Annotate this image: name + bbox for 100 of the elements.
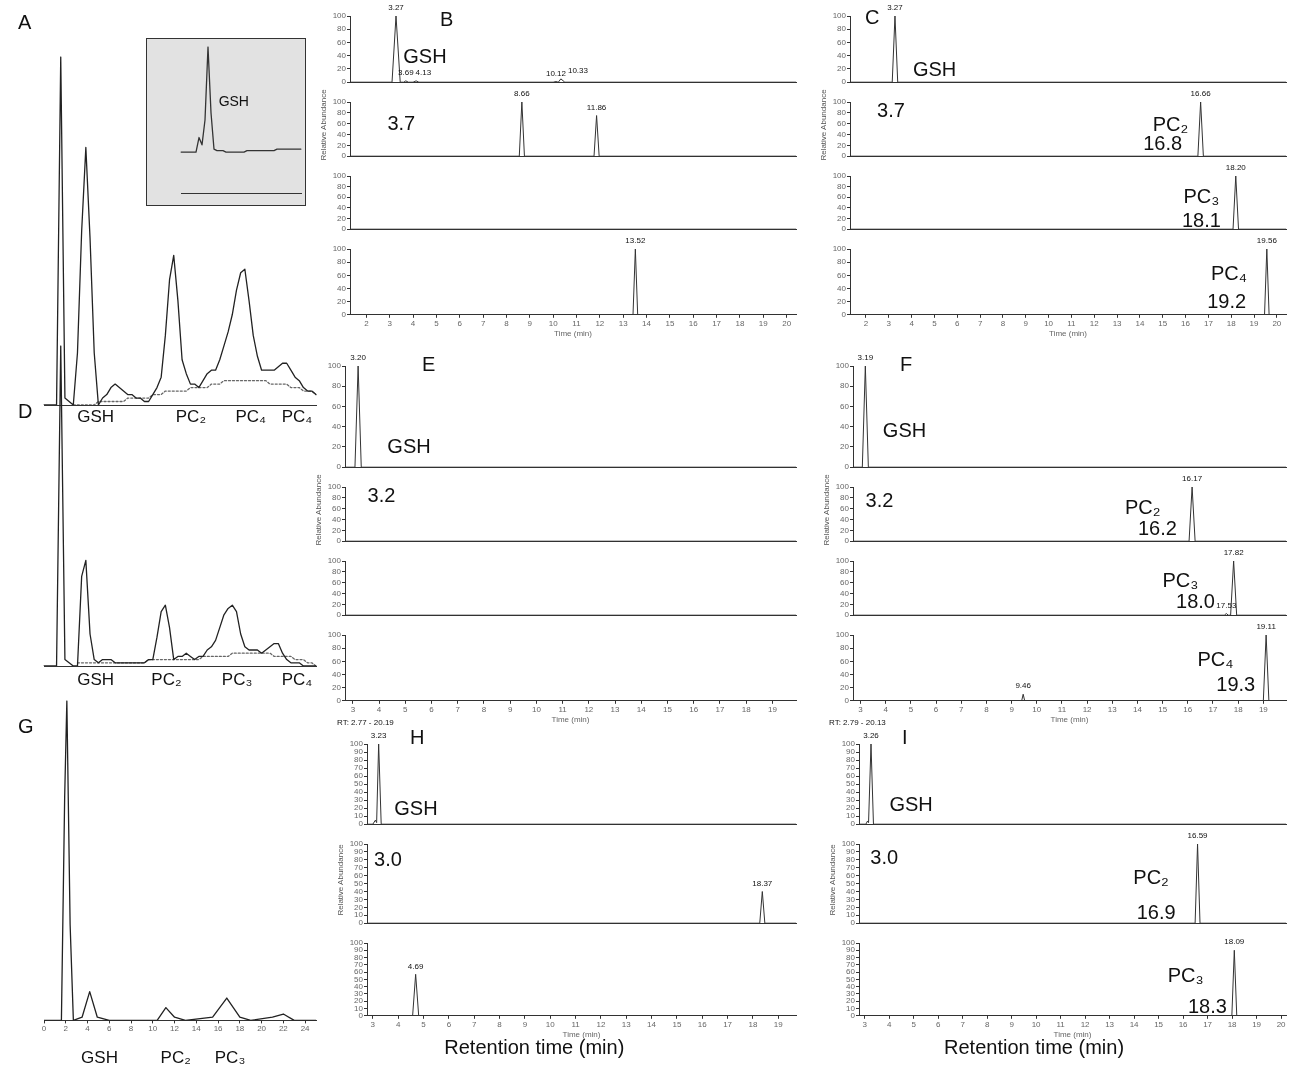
annotation: PC₂ xyxy=(1124,495,1161,518)
y-tick-label: 20 xyxy=(846,996,856,1006)
y-tick-label: 10 xyxy=(846,811,856,821)
annotation: 10.12 xyxy=(545,68,567,78)
y-tick-label: 40 xyxy=(837,50,847,60)
x-tick-label: 14 xyxy=(1135,318,1145,328)
text: PC₂ xyxy=(160,1048,191,1068)
y-tick-label: 100 xyxy=(832,171,847,181)
chart-subtitle: RT: 2.79 - 20.13 xyxy=(829,718,887,728)
x-tick-label: 22 xyxy=(278,1024,289,1034)
y-tick-label: 40 xyxy=(337,50,347,60)
y-tick-label: 100 xyxy=(327,556,342,566)
y-tick-label: 60 xyxy=(837,118,847,128)
y-tick-label: 60 xyxy=(846,870,856,880)
x-tick-label: 10 xyxy=(548,318,559,328)
x-tick-label: 9 xyxy=(1009,1019,1015,1029)
y-tick-label: 0 xyxy=(341,310,347,319)
annotation: GSH xyxy=(889,793,933,816)
y-tick-label: 80 xyxy=(846,855,856,865)
x-tick-label: 17 xyxy=(723,1019,733,1029)
y-tick-label: 10 xyxy=(354,910,364,920)
y-tick-label: 20 xyxy=(332,599,342,609)
x-tick-label: 15 xyxy=(665,318,675,328)
x-tick-label: 16 xyxy=(689,704,699,714)
annotation: 3.19 xyxy=(857,353,874,363)
y-tick-label: 40 xyxy=(354,787,364,797)
x-tick-label: 2 xyxy=(63,1024,69,1034)
y-tick-label: 100 xyxy=(349,839,364,849)
x-tick-label: 9 xyxy=(522,1019,528,1029)
x-tick-label: 11 xyxy=(1057,704,1067,714)
annotation: 10.33 xyxy=(567,66,589,76)
x-tick-label: 4 xyxy=(886,1019,892,1029)
y-tick-label: 70 xyxy=(846,960,856,970)
y-tick-label: 60 xyxy=(337,118,347,128)
annotation: 4.69 xyxy=(407,961,424,971)
x-tick-label: 18 xyxy=(741,704,752,714)
annotation: PC₄ xyxy=(1197,648,1234,671)
y-tick-label: 80 xyxy=(354,952,364,962)
y-tick-label: 20 xyxy=(837,140,847,150)
y-tick-label: 0 xyxy=(336,462,342,472)
annotation: PC₃ xyxy=(1183,185,1220,208)
annotation: PC₂ xyxy=(1152,112,1189,135)
y-tick-label: 20 xyxy=(846,803,856,813)
chart-title: E xyxy=(422,352,436,375)
y-tick-label: 100 xyxy=(835,630,850,640)
x-tick-label: 9 xyxy=(527,318,533,328)
y-tick-label: 0 xyxy=(841,224,847,234)
x-tick-label: 14 xyxy=(636,704,647,714)
annotation: GSH xyxy=(882,419,927,442)
y-tick-label: 40 xyxy=(837,283,847,293)
x-tick-label: 17 xyxy=(1208,704,1218,714)
y-tick-label: 0 xyxy=(844,696,850,705)
x-tick-label: 6 xyxy=(955,318,961,328)
annotation: 17.53 xyxy=(1216,600,1237,610)
x-tick-label: 7 xyxy=(480,318,486,328)
x-tick-label: 17 xyxy=(1203,318,1214,328)
x-tick-label: 8 xyxy=(128,1024,134,1034)
annotation: 18.1 xyxy=(1181,208,1221,231)
y-tick-label: 100 xyxy=(349,739,364,749)
annotation: 19.2 xyxy=(1207,290,1247,313)
y-tick-label: 40 xyxy=(837,203,847,213)
y-tick-label: 20 xyxy=(332,525,342,535)
y-tick-label: 80 xyxy=(354,855,364,865)
y-tick-label: 40 xyxy=(840,514,850,524)
y-tick-label: 100 xyxy=(327,482,342,492)
x-tick-label: 12 xyxy=(170,1024,180,1034)
x-tick-label: 16 xyxy=(213,1024,224,1034)
y-tick-label: 90 xyxy=(354,747,364,757)
annotation: 18.20 xyxy=(1225,163,1247,173)
y-axis-title: Relative Abundance xyxy=(314,474,323,546)
y-axis-title: Relative Abundance xyxy=(319,89,328,161)
y-tick-label: 60 xyxy=(840,577,850,587)
x-tick-label: 16 xyxy=(688,318,699,328)
x-tick-label: 8 xyxy=(984,704,990,714)
y-tick-label: 20 xyxy=(840,682,850,692)
y-tick-label: 50 xyxy=(354,974,364,984)
y-tick-label: 60 xyxy=(332,656,342,666)
annotation: 16.8 xyxy=(1143,132,1183,155)
annotation: 13.52 xyxy=(625,236,646,246)
y-tick-label: 60 xyxy=(840,401,850,411)
y-tick-label: 90 xyxy=(354,847,364,857)
x-tick-label: 10 xyxy=(1032,704,1042,714)
annotation: 3.23 xyxy=(370,731,387,741)
y-tick-label: 40 xyxy=(354,981,364,991)
annotation: 18.09 xyxy=(1224,937,1245,947)
x-tick-label: 12 xyxy=(595,318,605,328)
annotation: 3.27 xyxy=(887,3,904,13)
x-tick-label: 24 xyxy=(300,1024,311,1034)
text: GSH xyxy=(77,670,115,690)
y-tick-label: 60 xyxy=(846,771,856,781)
x-tick-label: 12 xyxy=(1082,704,1093,714)
annotation: 19.3 xyxy=(1216,672,1256,695)
x-tick-label: 13 xyxy=(618,318,629,328)
x-tick-label: 7 xyxy=(977,318,983,328)
x-tick-label: 18 xyxy=(235,1024,245,1034)
annotation: 11.86 xyxy=(586,102,607,112)
annotation: 18.3 xyxy=(1187,995,1227,1018)
y-tick-label: 100 xyxy=(841,739,856,749)
x-tick-label: 3 xyxy=(350,704,356,714)
y-tick-label: 80 xyxy=(332,643,342,653)
